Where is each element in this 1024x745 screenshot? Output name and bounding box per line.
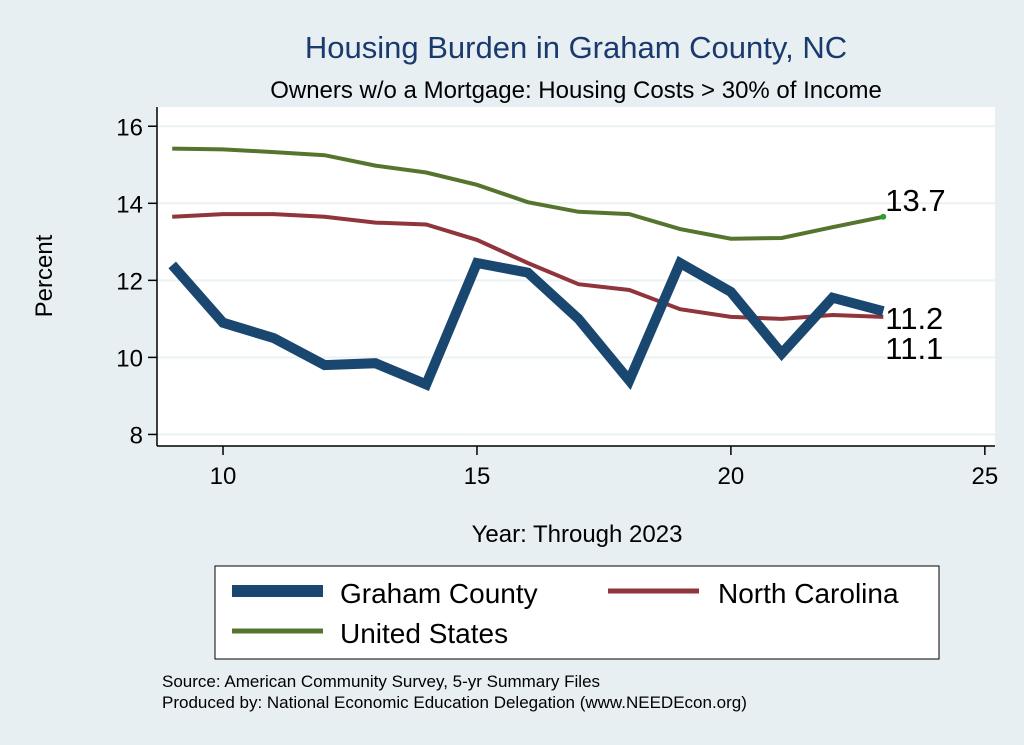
y-axis-ticks: 8 10 12 14 16	[116, 114, 157, 449]
y-axis-label: Percent	[31, 234, 58, 317]
legend-box	[214, 565, 940, 660]
legend-label-graham-county: Graham County	[340, 578, 538, 609]
x-tick-label: 20	[718, 463, 745, 490]
y-tick-label: 12	[116, 268, 143, 295]
x-tick-label: 10	[210, 463, 237, 490]
x-axis-ticks: 10 15 20 25	[210, 446, 998, 490]
end-label-graham-county: 11.2	[885, 301, 943, 336]
end-label-united-states: 13.7	[885, 183, 945, 218]
end-label-north-carolina: 11.1	[885, 331, 943, 366]
series-line-north-carolina	[172, 212, 884, 321]
producer-note: Produced by: National Economic Education…	[162, 693, 747, 712]
legend-label-united-states: United States	[340, 618, 508, 649]
y-tick-label: 10	[116, 345, 143, 372]
plot-area	[157, 107, 995, 446]
chart-title: Housing Burden in Graham County, NC	[305, 30, 847, 65]
series-group: 11.211.1 13.7	[168, 146, 946, 391]
series-line-graham-county	[168, 255, 885, 391]
legend-label-north-carolina: North Carolina	[718, 578, 899, 609]
x-tick-label: 25	[971, 463, 998, 490]
x-tick-label: 15	[464, 463, 491, 490]
x-axis-label: Year: Through 2023	[472, 521, 683, 548]
y-tick-label: 8	[130, 422, 143, 449]
y-tick-label: 16	[116, 114, 143, 141]
y-tick-label: 14	[116, 191, 143, 218]
chart-subtitle: Owners w/o a Mortgage: Housing Costs > 3…	[270, 77, 882, 104]
series-line-united-states	[172, 146, 884, 241]
legend: Graham County North Carolina United Stat…	[214, 565, 940, 660]
end-point-united-states	[880, 213, 887, 220]
gridlines	[157, 125, 995, 436]
source-note: Source: American Community Survey, 5-yr …	[162, 672, 600, 691]
